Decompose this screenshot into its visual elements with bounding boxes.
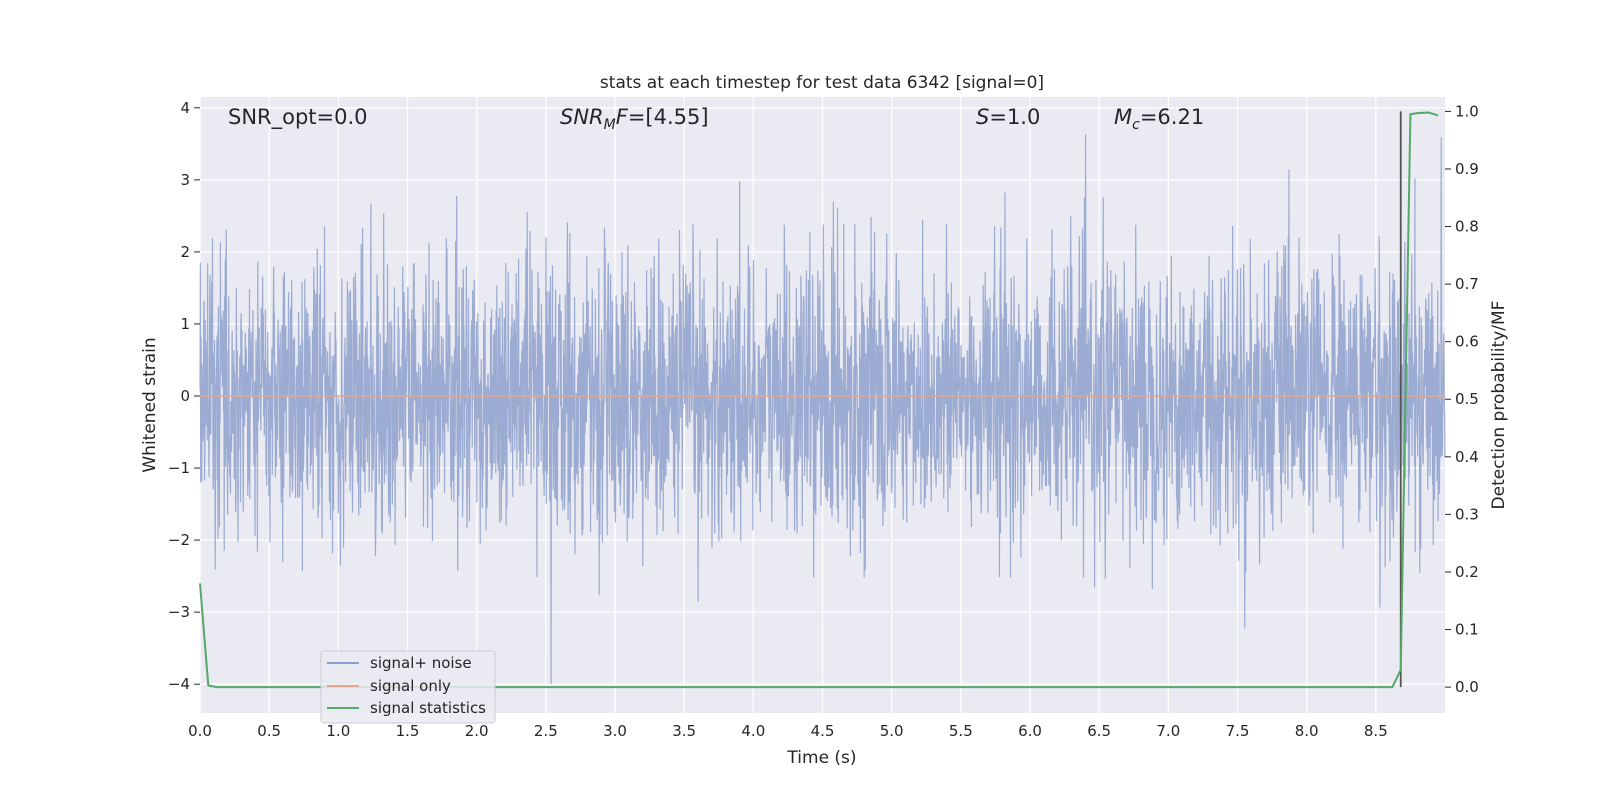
y2-tick-label: 1.0	[1455, 102, 1479, 120]
series-line-signal-statistics	[199, 111, 1439, 689]
annotation-mc-sub: c	[1132, 117, 1140, 133]
x-tick-label: 1.0	[326, 722, 350, 740]
y-tick-label: 0	[180, 387, 190, 405]
x-tick-label: 2.5	[534, 722, 558, 740]
y2-tick-label: 0.9	[1455, 160, 1479, 178]
y-tick-label: −2	[168, 531, 190, 549]
legend-box	[320, 650, 496, 724]
y-tick-label: −1	[168, 459, 190, 477]
annotation-s-value: =1.0	[989, 105, 1040, 129]
y-axis-ticks: 4 3 2 1 0 −1 −2 −3 −4	[168, 99, 200, 693]
x-tick-label: 5.0	[880, 722, 904, 740]
series-signal-noise	[199, 134, 1446, 685]
y-tick-label: 3	[180, 171, 190, 189]
y2-tick-label: 0.7	[1455, 275, 1479, 293]
annotation-s-symbol: S	[976, 105, 989, 129]
annotation-mc-value: =6.21	[1140, 105, 1204, 129]
y2-tick-label: 0.8	[1455, 218, 1479, 236]
x-tick-label: 0.0	[188, 722, 212, 740]
y2-axis-ticks: 1.0 0.9 0.8 0.7 0.6 0.5 0.4 0.3 0.2 0.1 0.0	[1445, 102, 1479, 696]
x-tick-label: 4.5	[811, 722, 835, 740]
x-tick-label: 8.5	[1364, 722, 1388, 740]
y2-tick-label: 0.2	[1455, 563, 1479, 581]
annotation-snr-mf-value: =[4.55]	[628, 105, 709, 129]
annotation-snr-mf-main: SNR	[560, 105, 604, 129]
y2-tick-label: 0.3	[1455, 505, 1479, 523]
y2-axis-label: Detection probability/MF	[1489, 301, 1509, 510]
y2-tick-label: 0.4	[1455, 448, 1479, 466]
y2-tick-label: 0.6	[1455, 333, 1479, 351]
legend-label-signal-statistics: signal statistics	[370, 699, 486, 717]
y2-tick-label: 0.5	[1455, 390, 1479, 408]
x-tick-label: 6.5	[1087, 722, 1111, 740]
legend: signal+ noise signal only signal statist…	[320, 650, 496, 724]
chart-title: stats at each timestep for test data 634…	[600, 73, 1044, 93]
legend-label-signal-only: signal only	[370, 677, 451, 695]
legend-label-signal-noise: signal+ noise	[370, 654, 472, 672]
y-tick-label: 1	[180, 315, 190, 333]
x-tick-label: 6.0	[1018, 722, 1042, 740]
x-tick-label: 3.5	[672, 722, 696, 740]
y-axis-label: Whitened strain	[140, 337, 160, 472]
x-tick-label: 5.5	[949, 722, 973, 740]
annotation-snr-mf-sub: M	[604, 117, 616, 133]
y2-tick-label: 0.0	[1455, 678, 1479, 696]
y-tick-label: 2	[180, 243, 190, 261]
x-axis-label: Time (s)	[786, 748, 856, 768]
annotation-s: S=1.0	[976, 105, 1040, 129]
x-tick-label: 8.0	[1295, 722, 1319, 740]
x-axis-ticks: 0.0 0.5 1.0 1.5 2.0 2.5 3.0 3.5 4.0 4.5 5.0 5.5 6.0 6…	[188, 722, 1388, 740]
y-tick-label: −3	[168, 603, 190, 621]
annotation-snr-mf-rest: F	[616, 105, 629, 129]
annotation-snr-mf: SNRMF=[4.55]	[560, 105, 709, 133]
y-tick-label: 4	[180, 99, 190, 117]
annotation-snr-opt: SNR_opt=0.0	[228, 105, 368, 130]
x-tick-label: 3.0	[603, 722, 627, 740]
x-tick-label: 7.0	[1156, 722, 1180, 740]
annotation-mc: Mc=6.21	[1114, 105, 1204, 133]
annotation-mc-symbol: M	[1114, 105, 1132, 129]
y-tick-label: −4	[168, 675, 190, 693]
series-layer	[199, 111, 1445, 689]
y2-tick-label: 0.1	[1455, 621, 1479, 639]
x-tick-label: 7.5	[1226, 722, 1250, 740]
x-tick-label: 1.5	[396, 722, 420, 740]
x-tick-label: 2.0	[465, 722, 489, 740]
x-tick-label: 4.0	[741, 722, 765, 740]
x-tick-label: 0.5	[257, 722, 281, 740]
series-line-signal-noise	[199, 134, 1446, 685]
